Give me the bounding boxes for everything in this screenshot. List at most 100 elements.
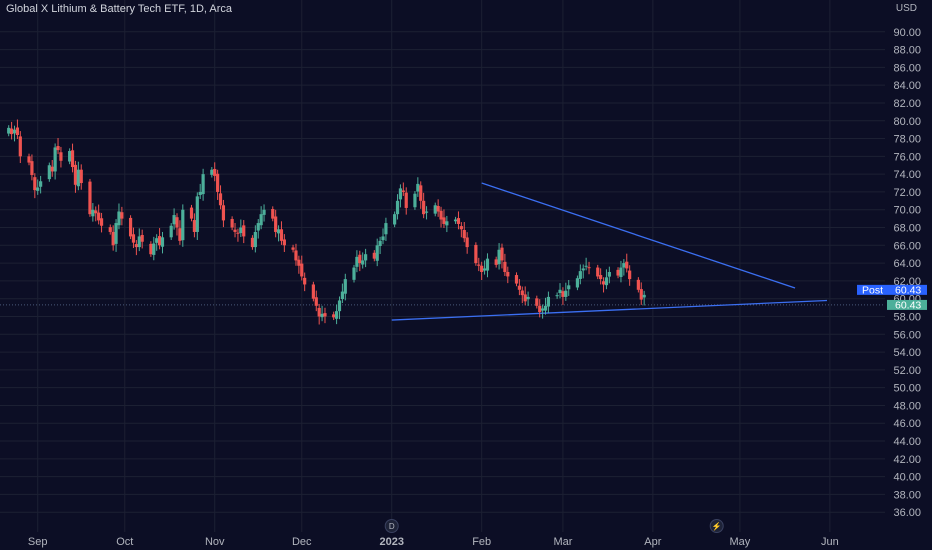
candle[interactable] [157, 228, 162, 250]
candle[interactable] [53, 143, 57, 180]
candle[interactable] [230, 216, 234, 231]
candle[interactable] [538, 299, 542, 318]
candle[interactable] [94, 206, 98, 222]
candle[interactable] [413, 191, 417, 210]
candle[interactable] [453, 216, 458, 224]
event-markers[interactable]: D ⚡ [384, 519, 724, 533]
candle[interactable] [419, 181, 423, 209]
candle[interactable] [99, 212, 104, 233]
candle[interactable] [291, 244, 295, 253]
candle[interactable] [213, 162, 217, 182]
candle[interactable] [131, 227, 136, 248]
candle[interactable] [39, 175, 43, 194]
candle[interactable] [271, 206, 275, 222]
candle[interactable] [137, 228, 141, 252]
candle[interactable] [445, 215, 449, 233]
candle[interactable] [76, 161, 80, 191]
event-marker[interactable]: ⚡ [709, 519, 724, 533]
candle[interactable] [442, 209, 446, 228]
candle[interactable] [482, 260, 487, 275]
candle[interactable] [459, 222, 463, 238]
candle[interactable] [401, 182, 405, 196]
candle[interactable] [276, 225, 281, 242]
candle[interactable] [108, 224, 112, 235]
price-axis[interactable]: 36.00 38.00 40.00 42.00 44.00 46.00 48.00 50.00… [893, 3, 921, 519]
candle[interactable] [596, 264, 600, 280]
candle[interactable] [561, 287, 565, 305]
candle[interactable] [462, 222, 466, 243]
candle[interactable] [395, 194, 400, 220]
trendline[interactable] [481, 182, 796, 289]
candle[interactable] [27, 153, 31, 166]
candle[interactable] [485, 253, 490, 278]
candle[interactable] [111, 225, 115, 251]
candle[interactable] [239, 219, 243, 238]
candle[interactable] [12, 125, 17, 142]
candle[interactable] [555, 292, 559, 299]
candle[interactable] [323, 307, 327, 324]
candle[interactable] [33, 173, 37, 199]
candle[interactable] [10, 121, 14, 140]
candle[interactable] [375, 238, 379, 267]
candle[interactable] [607, 266, 611, 284]
candle[interactable] [599, 268, 603, 285]
candle[interactable] [622, 259, 626, 276]
candle[interactable] [601, 277, 606, 293]
candle[interactable] [300, 255, 304, 281]
candle[interactable] [216, 169, 220, 200]
candle[interactable] [262, 204, 266, 222]
candle[interactable] [332, 311, 336, 321]
candle[interactable] [361, 252, 365, 269]
candle[interactable] [181, 204, 185, 247]
candle[interactable] [416, 177, 420, 197]
candle[interactable] [297, 255, 301, 274]
candle[interactable] [47, 162, 51, 182]
candle[interactable] [514, 272, 519, 287]
candle[interactable] [398, 184, 403, 208]
candle[interactable] [506, 266, 510, 284]
candle[interactable] [149, 241, 153, 257]
candle[interactable] [456, 211, 461, 230]
candle[interactable] [192, 213, 197, 238]
candle[interactable] [343, 273, 347, 301]
candle[interactable] [314, 290, 318, 312]
trendlines[interactable] [391, 182, 827, 321]
candle[interactable] [160, 231, 165, 254]
candle[interactable] [541, 304, 545, 319]
candle[interactable] [311, 281, 315, 302]
candle[interactable] [584, 257, 588, 271]
candle[interactable] [117, 203, 121, 230]
candle[interactable] [465, 232, 469, 254]
candle[interactable] [279, 221, 284, 245]
candle[interactable] [320, 305, 324, 322]
candle[interactable] [169, 223, 173, 240]
candle[interactable] [543, 297, 548, 315]
candle[interactable] [15, 119, 20, 139]
candle[interactable] [140, 229, 144, 249]
candle[interactable] [233, 222, 237, 238]
candle[interactable] [639, 282, 643, 305]
candle[interactable] [616, 267, 620, 279]
candle[interactable] [578, 264, 582, 285]
candle[interactable] [128, 215, 133, 240]
candle[interactable] [250, 235, 255, 250]
candle[interactable] [334, 304, 339, 325]
candle[interactable] [114, 219, 118, 252]
candle[interactable] [18, 131, 22, 164]
candle[interactable] [68, 148, 72, 165]
candle[interactable] [274, 209, 278, 238]
candle[interactable] [134, 240, 138, 256]
candle[interactable] [59, 146, 63, 168]
candle[interactable] [91, 203, 95, 222]
candle[interactable] [480, 261, 484, 281]
candle[interactable] [526, 291, 530, 306]
candle[interactable] [198, 183, 202, 199]
event-marker[interactable]: D [384, 519, 399, 533]
candle[interactable] [500, 243, 504, 269]
candle[interactable] [201, 168, 205, 201]
candle[interactable] [155, 234, 159, 251]
candle[interactable] [564, 282, 568, 301]
candle[interactable] [210, 167, 214, 178]
candle[interactable] [372, 250, 376, 262]
